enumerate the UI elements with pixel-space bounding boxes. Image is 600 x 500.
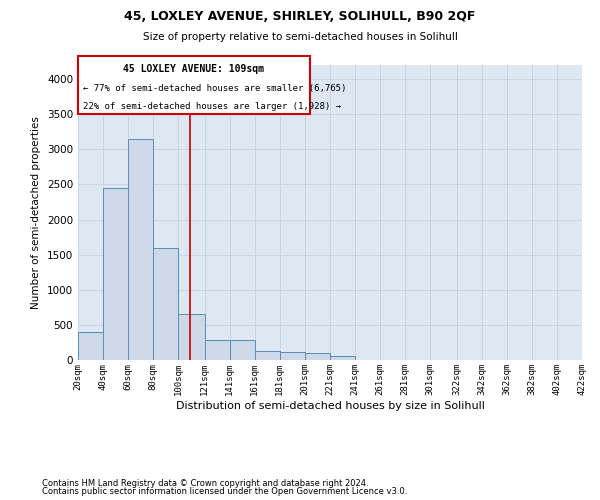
X-axis label: Distribution of semi-detached houses by size in Solihull: Distribution of semi-detached houses by … — [176, 400, 484, 410]
Bar — [330, 356, 355, 360]
Bar — [205, 340, 230, 360]
Bar — [103, 188, 128, 360]
Bar — [178, 314, 205, 360]
Text: Contains public sector information licensed under the Open Government Licence v3: Contains public sector information licen… — [42, 487, 407, 496]
Text: 22% of semi-detached houses are larger (1,928) →: 22% of semi-detached houses are larger (… — [83, 102, 341, 111]
FancyBboxPatch shape — [78, 56, 310, 114]
Bar — [230, 340, 255, 360]
Bar — [153, 248, 178, 360]
Bar — [305, 353, 330, 360]
Bar — [280, 352, 305, 360]
Bar — [255, 351, 280, 360]
Bar — [78, 332, 103, 360]
Text: ← 77% of semi-detached houses are smaller (6,765): ← 77% of semi-detached houses are smalle… — [83, 84, 346, 93]
Bar — [128, 138, 153, 360]
Y-axis label: Number of semi-detached properties: Number of semi-detached properties — [31, 116, 41, 309]
Text: 45, LOXLEY AVENUE, SHIRLEY, SOLIHULL, B90 2QF: 45, LOXLEY AVENUE, SHIRLEY, SOLIHULL, B9… — [124, 10, 476, 23]
Text: Size of property relative to semi-detached houses in Solihull: Size of property relative to semi-detach… — [143, 32, 457, 42]
Text: Contains HM Land Registry data © Crown copyright and database right 2024.: Contains HM Land Registry data © Crown c… — [42, 478, 368, 488]
Text: 45 LOXLEY AVENUE: 109sqm: 45 LOXLEY AVENUE: 109sqm — [124, 64, 265, 74]
